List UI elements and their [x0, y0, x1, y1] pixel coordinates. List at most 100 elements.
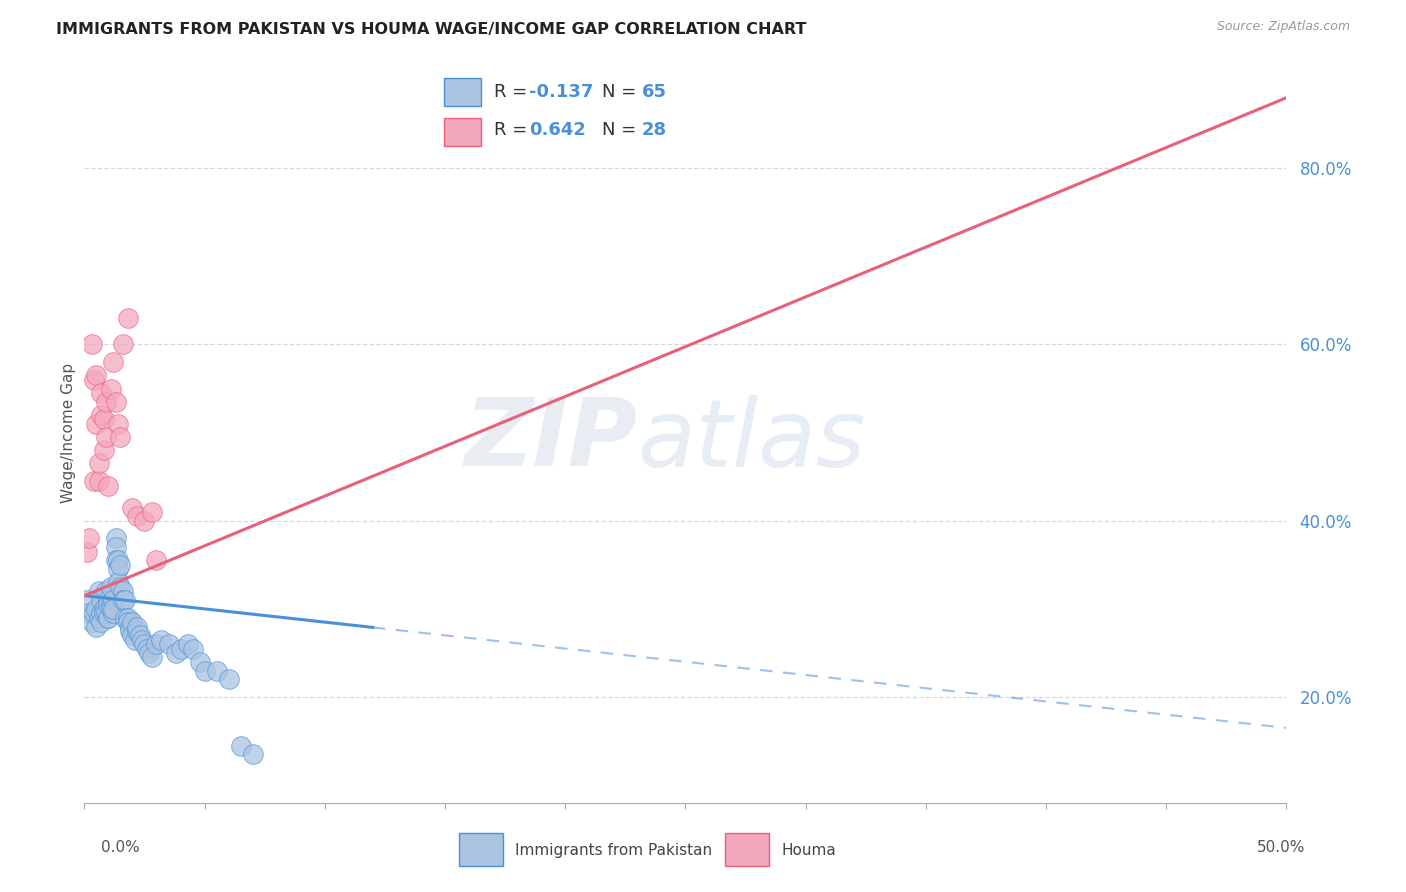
Point	[127, 509, 149, 524]
Point	[218, 673, 240, 687]
Point	[76, 593, 98, 607]
Point	[118, 624, 141, 638]
Point	[103, 355, 125, 369]
Point	[90, 386, 112, 401]
Y-axis label: Wage/Income Gap: Wage/Income Gap	[60, 362, 76, 503]
Point	[145, 553, 167, 567]
Point	[127, 619, 149, 633]
Point	[135, 641, 157, 656]
Point	[104, 540, 127, 554]
Point	[107, 562, 129, 576]
Point	[134, 514, 156, 528]
Point	[181, 641, 204, 656]
Point	[86, 368, 108, 383]
Point	[104, 394, 127, 409]
Point	[100, 602, 122, 616]
Text: 0.0%: 0.0%	[101, 840, 141, 855]
Point	[80, 337, 103, 351]
Point	[97, 478, 120, 492]
Point	[90, 615, 112, 629]
Point	[111, 593, 134, 607]
Point	[87, 584, 110, 599]
Point	[157, 637, 180, 651]
Point	[124, 632, 146, 647]
Point	[104, 532, 127, 546]
Text: Source: ZipAtlas.com: Source: ZipAtlas.com	[1216, 20, 1350, 33]
Point	[93, 607, 115, 621]
Point	[107, 575, 129, 590]
Point	[97, 611, 120, 625]
Point	[83, 607, 105, 621]
Point	[97, 593, 120, 607]
Point	[138, 646, 160, 660]
Point	[97, 598, 120, 612]
Point	[128, 628, 150, 642]
Point	[117, 615, 139, 629]
Text: 50.0%: 50.0%	[1257, 840, 1305, 855]
Point	[242, 747, 264, 762]
Point	[121, 500, 143, 515]
Text: ZIP: ZIP	[464, 394, 637, 486]
Point	[114, 593, 136, 607]
Point	[94, 430, 117, 444]
Point	[150, 632, 173, 647]
Point	[90, 593, 112, 607]
Text: atlas: atlas	[637, 394, 866, 485]
Point	[94, 394, 117, 409]
Point	[103, 602, 125, 616]
Point	[93, 443, 115, 458]
Point	[77, 532, 100, 546]
Point	[111, 584, 134, 599]
Point	[87, 457, 110, 471]
Point	[103, 593, 125, 607]
Point	[118, 619, 141, 633]
Point	[90, 408, 112, 422]
Point	[117, 311, 139, 326]
Point	[86, 602, 108, 616]
Point	[100, 580, 122, 594]
Point	[165, 646, 187, 660]
Point	[77, 607, 100, 621]
Point	[87, 474, 110, 488]
Point	[83, 474, 105, 488]
Point	[229, 739, 252, 753]
Point	[177, 637, 200, 651]
Point	[121, 615, 143, 629]
Point	[111, 337, 134, 351]
Point	[134, 637, 156, 651]
Point	[76, 544, 98, 558]
Point	[121, 628, 143, 642]
Point	[104, 553, 127, 567]
Point	[145, 637, 167, 651]
Point	[169, 641, 191, 656]
Point	[110, 580, 132, 594]
Point	[110, 558, 132, 572]
Point	[93, 412, 115, 426]
Point	[194, 664, 217, 678]
Point	[110, 430, 132, 444]
Point	[83, 373, 105, 387]
Point	[97, 611, 120, 625]
Point	[100, 598, 122, 612]
Point	[90, 607, 112, 621]
Point	[141, 650, 163, 665]
Point	[94, 607, 117, 621]
Point	[107, 553, 129, 567]
Point	[94, 584, 117, 599]
Point	[141, 505, 163, 519]
Point	[114, 611, 136, 625]
Point	[86, 417, 108, 431]
Point	[100, 382, 122, 396]
Point	[80, 615, 103, 629]
Point	[127, 624, 149, 638]
Point	[205, 664, 228, 678]
Point	[87, 611, 110, 625]
Point	[131, 632, 153, 647]
Point	[188, 655, 211, 669]
Point	[103, 607, 125, 621]
Point	[93, 602, 115, 616]
Point	[107, 417, 129, 431]
Point	[117, 611, 139, 625]
Point	[86, 619, 108, 633]
Text: IMMIGRANTS FROM PAKISTAN VS HOUMA WAGE/INCOME GAP CORRELATION CHART: IMMIGRANTS FROM PAKISTAN VS HOUMA WAGE/I…	[56, 22, 807, 37]
